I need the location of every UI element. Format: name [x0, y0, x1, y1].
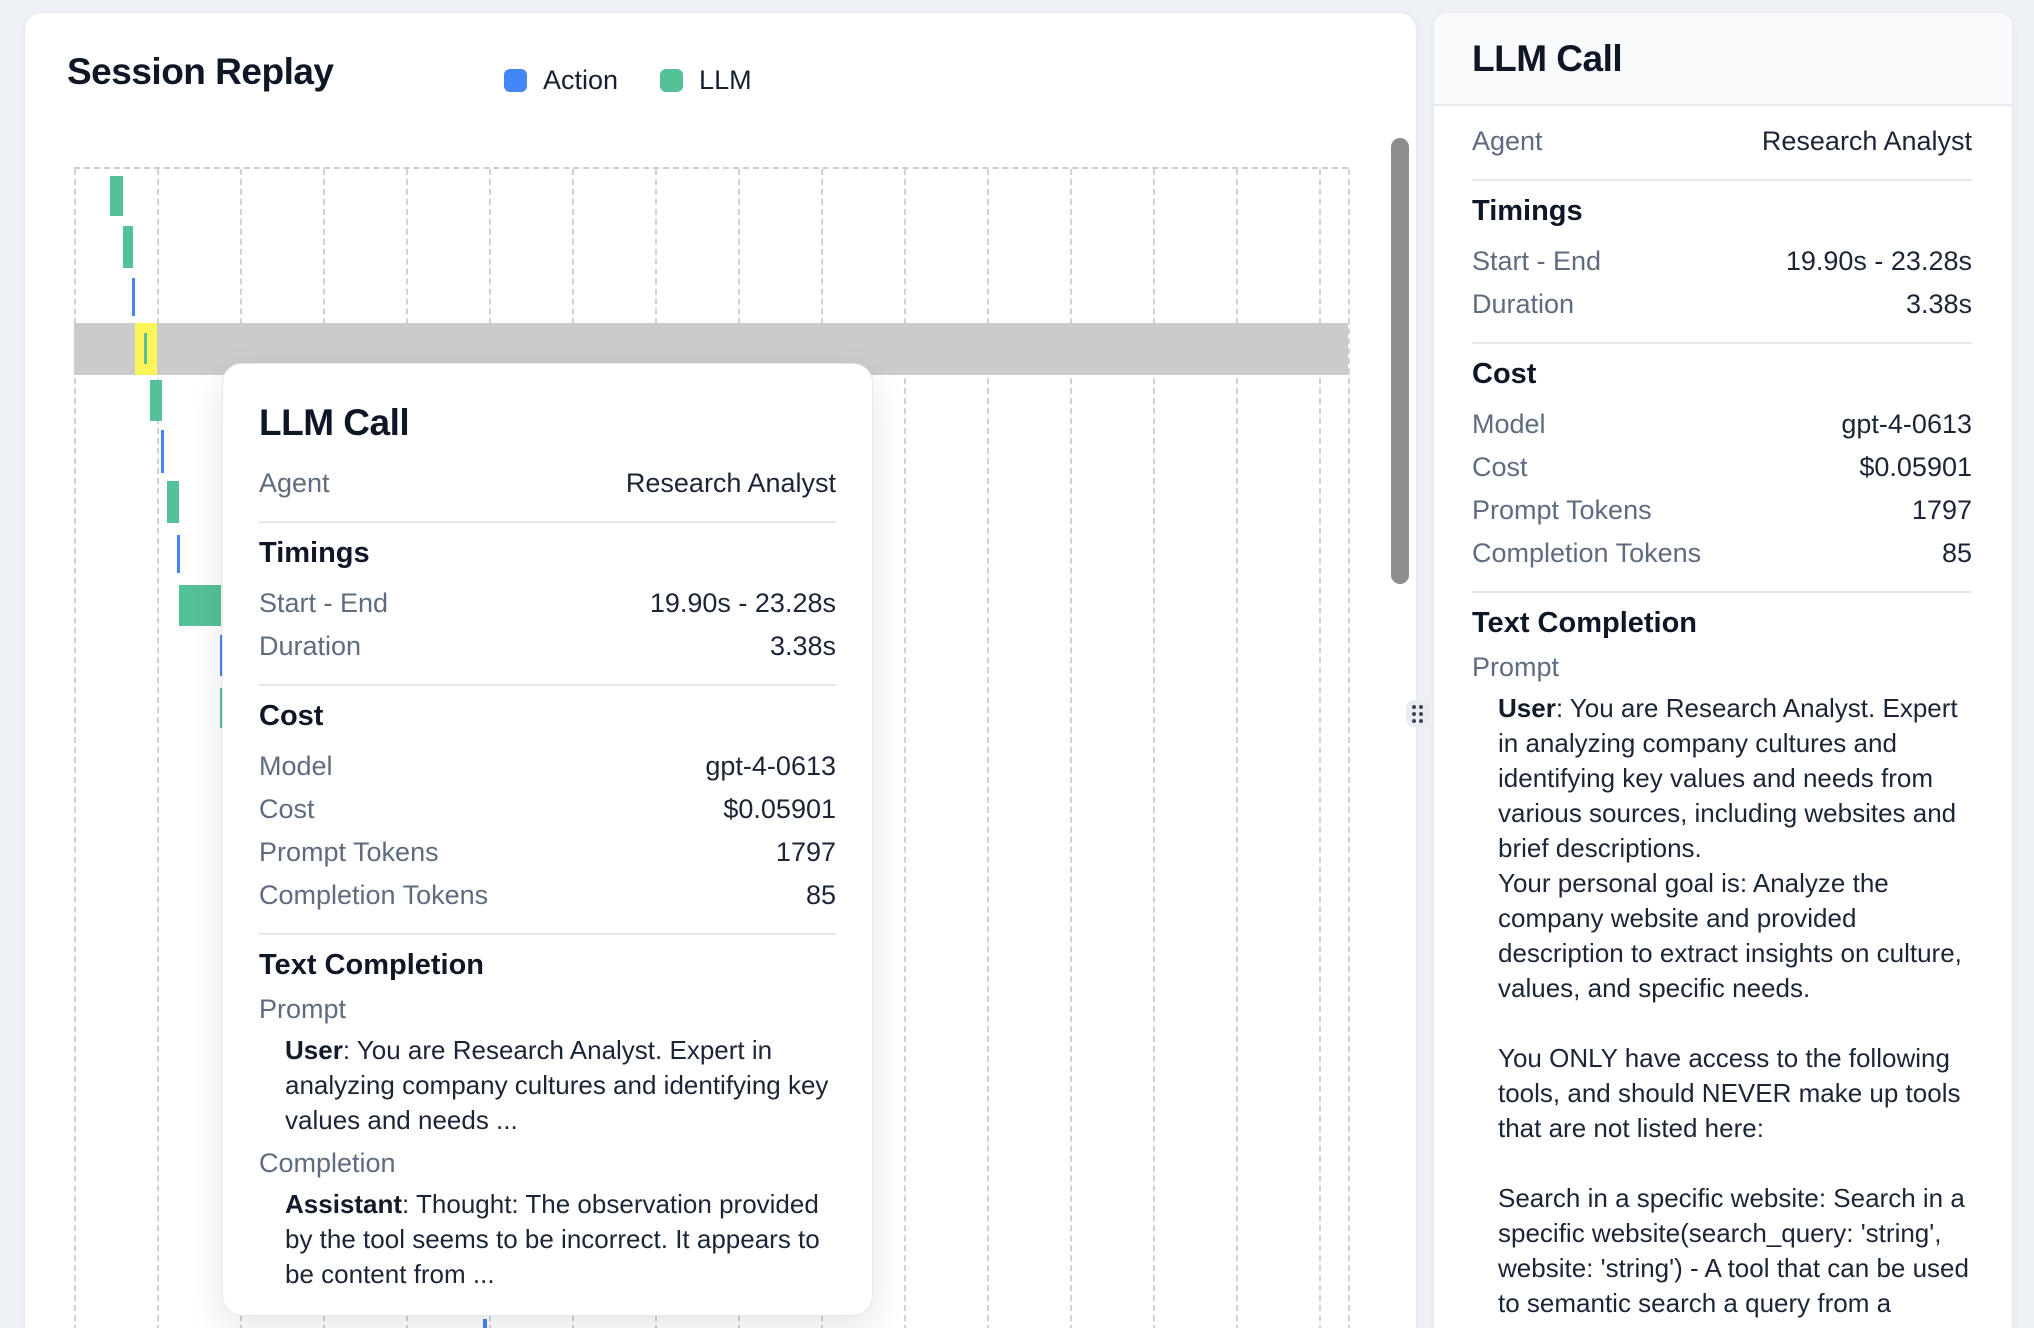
chart-legend: Action LLM — [504, 65, 752, 96]
divider — [259, 933, 836, 935]
legend-label-action: Action — [543, 65, 619, 95]
start-end-value: 19.90s - 23.28s — [649, 588, 836, 618]
cost-value: $0.05901 — [723, 794, 836, 824]
divider — [1472, 342, 1972, 344]
timeline-bar-action[interactable] — [132, 278, 135, 316]
timeline-bar-llm[interactable] — [150, 380, 162, 421]
completion-tokens-label: Completion Tokens — [259, 880, 489, 910]
timeline-bar-llm[interactable] — [220, 688, 223, 728]
model-row: Model gpt-4-0613 — [1472, 403, 1972, 446]
tooltip-title: LLM Call — [259, 402, 410, 443]
completion-tokens-value: 85 — [805, 880, 836, 910]
prompt-label: Prompt — [259, 994, 347, 1024]
timings-header: Timings — [1472, 195, 1583, 227]
detail-panel-body: Agent Research Analyst Timings Start - E… — [1434, 106, 2012, 1328]
prompt-tokens-label: Prompt Tokens — [259, 837, 439, 867]
completion-tokens-row: Completion Tokens 85 — [1472, 532, 1972, 575]
divider — [1472, 179, 1972, 181]
cost-row: Cost $0.05901 — [259, 788, 836, 831]
legend-label-llm: LLM — [699, 65, 752, 95]
timeline-bar-llm[interactable] — [110, 176, 123, 216]
prompt-tokens-row: Prompt Tokens 1797 — [259, 831, 836, 874]
panel-agent-row: Agent Research Analyst — [1472, 120, 1972, 163]
chart-gridline — [1236, 169, 1238, 1328]
start-end-value: 19.90s - 23.28s — [1785, 246, 1972, 276]
timeline-bar-action[interactable] — [161, 430, 164, 473]
cost-header: Cost — [1472, 358, 1537, 390]
cost-label: Cost — [1472, 452, 1528, 482]
llm-swatch-icon — [660, 69, 684, 92]
timeline-bar-action[interactable] — [177, 535, 180, 573]
prompt-preview-text: User: You are Research Analyst. Expert i… — [285, 1035, 829, 1135]
agent-value: Research Analyst — [625, 468, 836, 498]
chart-gridline — [987, 169, 989, 1328]
timeline-bar-llm[interactable] — [179, 585, 221, 626]
agent-label: Agent — [259, 468, 330, 498]
prompt-label: Prompt — [1472, 652, 1560, 682]
completion-preview-text: Assistant: Thought: The observation prov… — [285, 1189, 820, 1289]
text-completion-header: Text Completion — [1472, 607, 1698, 639]
timings-header: Timings — [259, 537, 370, 569]
completion-tokens-label: Completion Tokens — [1472, 538, 1702, 568]
llm-call-detail-panel: LLM Call Agent Research Analyst Timings … — [1433, 12, 2013, 1328]
session-replay-title: Session Replay — [67, 51, 334, 92]
timeline-bar-action[interactable] — [220, 635, 223, 676]
chart-border-left — [74, 169, 76, 1328]
duration-value: 3.38s — [1905, 289, 1972, 319]
agent-label: Agent — [1472, 126, 1543, 156]
duration-value: 3.38s — [769, 631, 836, 661]
start-end-label: Start - End — [259, 588, 389, 618]
divider — [259, 684, 836, 686]
chart-scrollbar-thumb[interactable] — [1391, 138, 1409, 584]
duration-label: Duration — [1472, 289, 1575, 319]
completion-tokens-value: 85 — [1941, 538, 1972, 568]
llm-call-tooltip: LLM Call Agent Research Analyst Timings … — [222, 363, 873, 1316]
chart-gridline — [157, 169, 159, 1328]
grip-dots-icon — [1412, 704, 1423, 723]
duration-row: Duration 3.38s — [259, 625, 836, 668]
duration-label: Duration — [259, 631, 362, 661]
prompt-tokens-value: 1797 — [1911, 495, 1972, 525]
prompt-tokens-label: Prompt Tokens — [1472, 495, 1652, 525]
chart-gridline — [1153, 169, 1155, 1328]
legend-item-action[interactable]: Action — [504, 65, 618, 96]
start-end-row: Start - End 19.90s - 23.28s — [1472, 240, 1972, 283]
model-label: Model — [1472, 409, 1546, 439]
timeline-bar-llm[interactable] — [123, 226, 133, 268]
model-value: gpt-4-0613 — [705, 751, 836, 781]
chart-gridline — [904, 169, 906, 1328]
agent-value: Research Analyst — [1761, 126, 1972, 156]
cost-header: Cost — [259, 700, 324, 732]
legend-item-llm[interactable]: LLM — [660, 65, 752, 96]
chart-gridline — [1319, 169, 1321, 1328]
timeline-bar-llm-selected[interactable] — [144, 333, 147, 364]
panel-title: LLM Call — [1472, 37, 1623, 79]
tooltip-agent-row: Agent Research Analyst — [259, 462, 836, 505]
completion-label: Completion — [259, 1148, 396, 1178]
divider — [1472, 591, 1972, 593]
chart-border-right — [1348, 169, 1350, 1328]
start-end-row: Start - End 19.90s - 23.28s — [259, 582, 836, 625]
prompt-tokens-row: Prompt Tokens 1797 — [1472, 489, 1972, 532]
pane-resize-handle[interactable] — [1406, 700, 1429, 727]
divider — [259, 521, 836, 523]
cost-value: $0.05901 — [1859, 452, 1972, 482]
model-label: Model — [259, 751, 333, 781]
start-end-label: Start - End — [1472, 246, 1602, 276]
duration-row: Duration 3.38s — [1472, 283, 1972, 326]
detail-panel-header: LLM Call — [1434, 13, 2012, 106]
timeline-bar-llm[interactable] — [167, 481, 179, 523]
model-value: gpt-4-0613 — [1841, 409, 1972, 439]
chart-gridline — [1070, 169, 1072, 1328]
completion-tokens-row: Completion Tokens 85 — [259, 874, 836, 917]
cost-row: Cost $0.05901 — [1472, 446, 1972, 489]
action-swatch-icon — [504, 69, 527, 92]
model-row: Model gpt-4-0613 — [259, 745, 836, 788]
prompt-tokens-value: 1797 — [775, 837, 836, 867]
text-completion-header: Text Completion — [259, 949, 485, 981]
prompt-full-text: User: You are Research Analyst. Expert i… — [1498, 693, 1969, 1328]
timeline-bar-action[interactable] — [483, 1319, 487, 1328]
cost-label: Cost — [259, 794, 315, 824]
